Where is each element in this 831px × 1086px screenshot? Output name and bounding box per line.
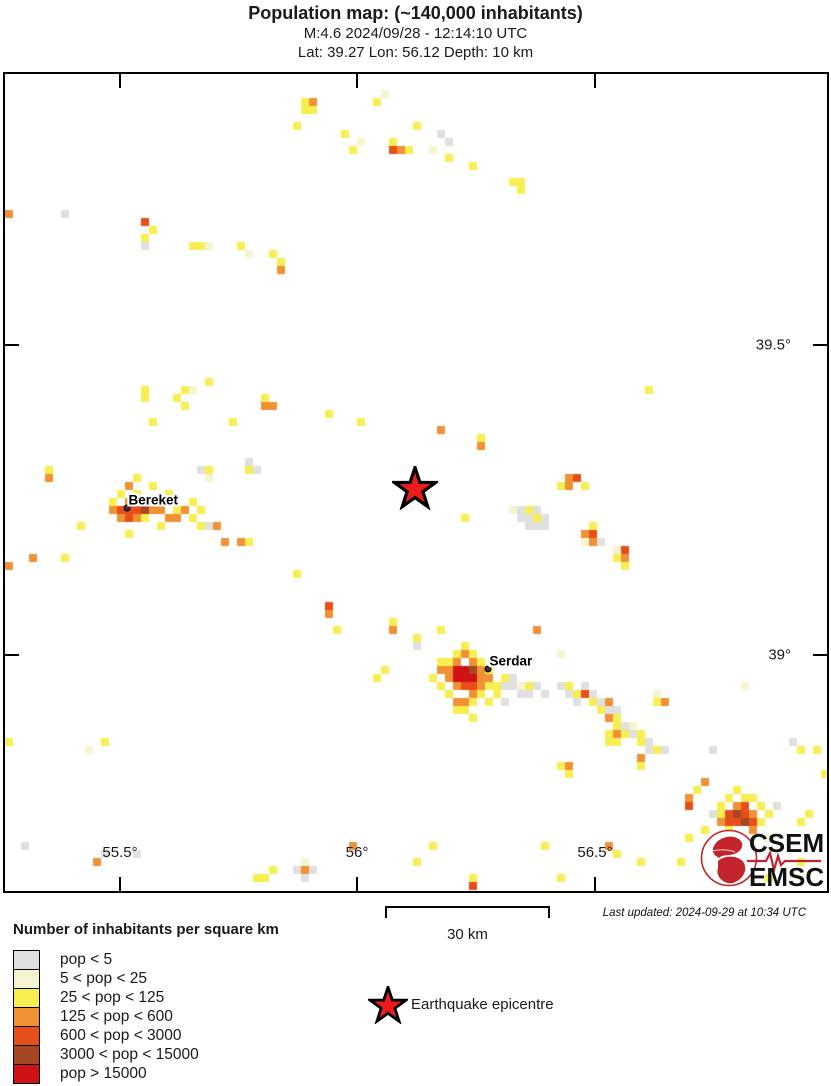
longitude-tick bbox=[594, 74, 596, 88]
last-updated-text: Last updated: 2024-09-29 at 10:34 UTC bbox=[602, 907, 806, 919]
legend-label: pop < 5 bbox=[60, 951, 113, 968]
city-marker-serdar: Serdar bbox=[484, 654, 532, 673]
longitude-label: 56° bbox=[345, 844, 369, 861]
legend-row: 125 < pop < 600 bbox=[13, 1007, 199, 1027]
latitude-label: 39.5° bbox=[755, 336, 791, 354]
legend-swatch bbox=[13, 1026, 40, 1046]
legend-swatch bbox=[13, 1007, 40, 1027]
population-legend: pop < 5 5 < pop < 25 25 < pop < 125 125 < p… bbox=[13, 950, 199, 1084]
longitude-tick bbox=[356, 877, 358, 891]
legend-label: 5 < pop < 25 bbox=[60, 970, 148, 987]
legend-label: 600 < pop < 3000 bbox=[60, 1027, 182, 1044]
logo-text-csem: CSEM bbox=[749, 828, 824, 858]
longitude-tick bbox=[356, 74, 358, 88]
page-title: Population map: (~140,000 inhabitants) bbox=[248, 3, 583, 23]
latitude-tick bbox=[813, 654, 827, 656]
city-label: Bereket bbox=[128, 492, 179, 508]
legend-row: 600 < pop < 3000 bbox=[13, 1026, 199, 1046]
legend-swatch bbox=[13, 1045, 40, 1065]
legend-label: 125 < pop < 600 bbox=[60, 1008, 173, 1025]
legend-swatch bbox=[13, 969, 40, 989]
logo-europe-landmass bbox=[712, 836, 743, 858]
longitude-tick bbox=[119, 877, 121, 891]
map: CSEM EMSC 55.5° 56° 56.5° 39.5° 39° Bereket Se… bbox=[3, 72, 829, 893]
logo-africa-landmass bbox=[717, 856, 746, 884]
logo-text-emsc: EMSC bbox=[749, 862, 824, 889]
legend-row: 25 < pop < 125 bbox=[13, 988, 199, 1008]
legend-row: pop < 5 bbox=[13, 950, 199, 970]
city-marker-bereket: Bereket bbox=[123, 493, 178, 512]
legend-row: 5 < pop < 25 bbox=[13, 969, 199, 989]
city-label: Serdar bbox=[489, 653, 533, 669]
latitude-label: 39° bbox=[768, 646, 791, 664]
legend-label: pop > 15000 bbox=[60, 1065, 147, 1082]
event-coordinates-depth: Lat: 39.27 Lon: 56.12 Depth: 10 km bbox=[297, 44, 534, 61]
city-dot bbox=[123, 504, 131, 512]
event-magnitude-datetime: M:4.6 2024/09/28 - 12:14:10 UTC bbox=[303, 25, 528, 42]
logo-seismogram-icon bbox=[747, 849, 821, 875]
longitude-tick bbox=[119, 74, 121, 88]
longitude-tick bbox=[594, 877, 596, 891]
scale-bar bbox=[385, 906, 550, 918]
epicentre-legend-label: Earthquake epicentre bbox=[411, 996, 554, 1013]
longitude-label: 55.5° bbox=[102, 844, 138, 861]
legend-title: Number of inhabitants per square km bbox=[13, 921, 279, 938]
latitude-tick bbox=[813, 344, 827, 346]
csem-emsc-logo: CSEM EMSC bbox=[700, 828, 824, 889]
legend-swatch bbox=[13, 950, 40, 970]
scale-bar-label: 30 km bbox=[447, 926, 488, 943]
epicenter-star-icon bbox=[392, 466, 438, 510]
legend-row: 3000 < pop < 15000 bbox=[13, 1045, 199, 1065]
legend-swatch bbox=[13, 1064, 40, 1084]
city-dot bbox=[484, 665, 492, 673]
legend-swatch bbox=[13, 988, 40, 1008]
header: Population map: (~140,000 inhabitants) M… bbox=[0, 2, 831, 62]
epicentre-legend-star-icon bbox=[368, 986, 408, 1024]
legend-row: pop > 15000 bbox=[13, 1064, 199, 1084]
latitude-tick bbox=[5, 654, 19, 656]
legend-label: 3000 < pop < 15000 bbox=[60, 1046, 199, 1063]
legend-label: 25 < pop < 125 bbox=[60, 989, 165, 1006]
latitude-tick bbox=[5, 344, 19, 346]
longitude-label: 56.5° bbox=[577, 844, 613, 861]
